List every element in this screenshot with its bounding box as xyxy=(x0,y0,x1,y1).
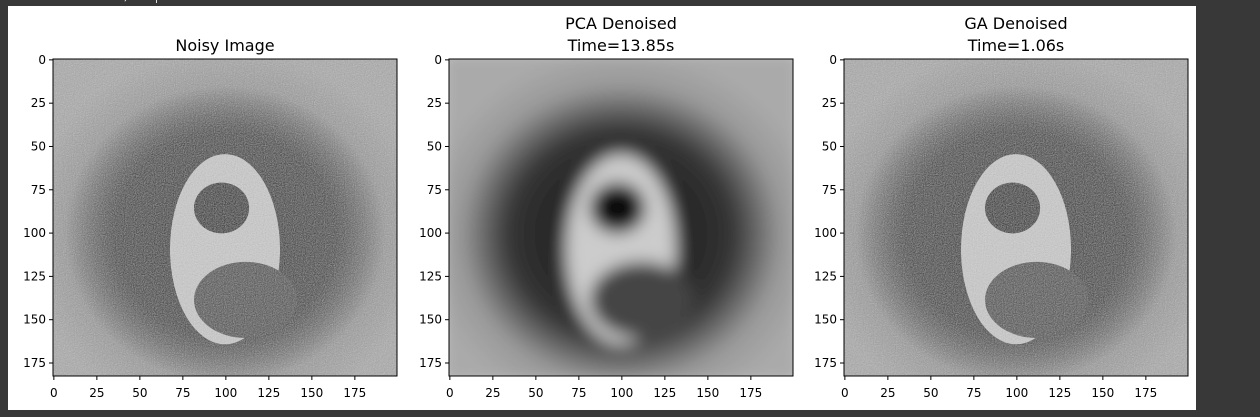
x-tick-label: 25 xyxy=(880,386,895,400)
x-tick-label: 50 xyxy=(923,386,938,400)
y-tick-label: 175 xyxy=(23,356,46,370)
x-tick-label: 0 xyxy=(50,386,58,400)
output-text: Generation 50/50 | Best Fitness: 0.05059… xyxy=(30,0,326,3)
image-pixels xyxy=(844,59,1188,376)
x-tick-label: 175 xyxy=(1134,386,1157,400)
y-tick-label: 25 xyxy=(822,96,837,110)
x-tick-label: 100 xyxy=(610,386,633,400)
x-tick-label: 125 xyxy=(1048,386,1071,400)
axes-frame xyxy=(448,58,794,377)
y-tick-label: 150 xyxy=(419,313,442,327)
x-tick-label: 75 xyxy=(571,386,586,400)
mouth xyxy=(590,261,694,338)
y-tick-label: 75 xyxy=(822,183,837,197)
x-tick-label: 50 xyxy=(132,386,147,400)
chart-title: GA Denoised xyxy=(964,14,1067,33)
image xyxy=(844,59,1188,376)
chart-subtitle: Time=13.85s xyxy=(567,36,675,55)
x-tick-label: 125 xyxy=(257,386,280,400)
chart-subtitle: Time=1.06s xyxy=(967,36,1065,55)
y-tick-label: 125 xyxy=(23,269,46,283)
x-tick-label: 150 xyxy=(1091,386,1114,400)
y-tick-label: 50 xyxy=(427,139,442,153)
nose xyxy=(194,182,250,234)
x-tick-label: 0 xyxy=(841,386,849,400)
y-tick-label: 175 xyxy=(814,356,837,370)
y-tick-label: 25 xyxy=(427,96,442,110)
y-tick-label: 0 xyxy=(829,53,837,67)
x-tick-label: 100 xyxy=(1005,386,1028,400)
image-content xyxy=(449,59,793,376)
image xyxy=(53,59,397,376)
mouth xyxy=(194,261,298,338)
y-tick-label: 50 xyxy=(822,139,837,153)
x-tick-label: 150 xyxy=(696,386,719,400)
y-tick-label: 150 xyxy=(23,313,46,327)
x-tick-label: 75 xyxy=(966,386,981,400)
x-tick-label: 50 xyxy=(528,386,543,400)
y-tick-label: 75 xyxy=(427,183,442,197)
x-tick-label: 175 xyxy=(343,386,366,400)
image-content xyxy=(844,59,1188,376)
chart-title: Noisy Image xyxy=(175,36,274,55)
nose xyxy=(590,182,646,234)
axes-frame xyxy=(843,58,1189,377)
image-pixels xyxy=(449,59,793,376)
x-tick-label: 175 xyxy=(739,386,762,400)
y-tick-label: 125 xyxy=(419,269,442,283)
x-tick-label: 150 xyxy=(300,386,323,400)
y-tick-label: 100 xyxy=(23,226,46,240)
y-tick-label: 125 xyxy=(814,269,837,283)
y-tick-label: 175 xyxy=(419,356,442,370)
x-tick-label: 0 xyxy=(446,386,454,400)
x-tick-label: 25 xyxy=(89,386,104,400)
y-tick-label: 150 xyxy=(814,313,837,327)
image-content xyxy=(53,59,397,376)
y-tick-label: 0 xyxy=(38,53,46,67)
mouth xyxy=(985,261,1089,338)
y-tick-label: 75 xyxy=(31,183,46,197)
nose xyxy=(985,182,1041,234)
x-tick-label: 25 xyxy=(485,386,500,400)
image-pixels xyxy=(53,59,397,376)
y-tick-label: 100 xyxy=(814,226,837,240)
x-tick-label: 100 xyxy=(214,386,237,400)
y-tick-label: 100 xyxy=(419,226,442,240)
y-tick-label: 0 xyxy=(434,53,442,67)
image xyxy=(449,59,793,376)
chart-title: PCA Denoised xyxy=(565,14,677,33)
y-tick-label: 25 xyxy=(31,96,46,110)
axes-frame xyxy=(52,58,398,377)
x-tick-label: 75 xyxy=(175,386,190,400)
x-tick-label: 125 xyxy=(653,386,676,400)
y-tick-label: 50 xyxy=(31,139,46,153)
